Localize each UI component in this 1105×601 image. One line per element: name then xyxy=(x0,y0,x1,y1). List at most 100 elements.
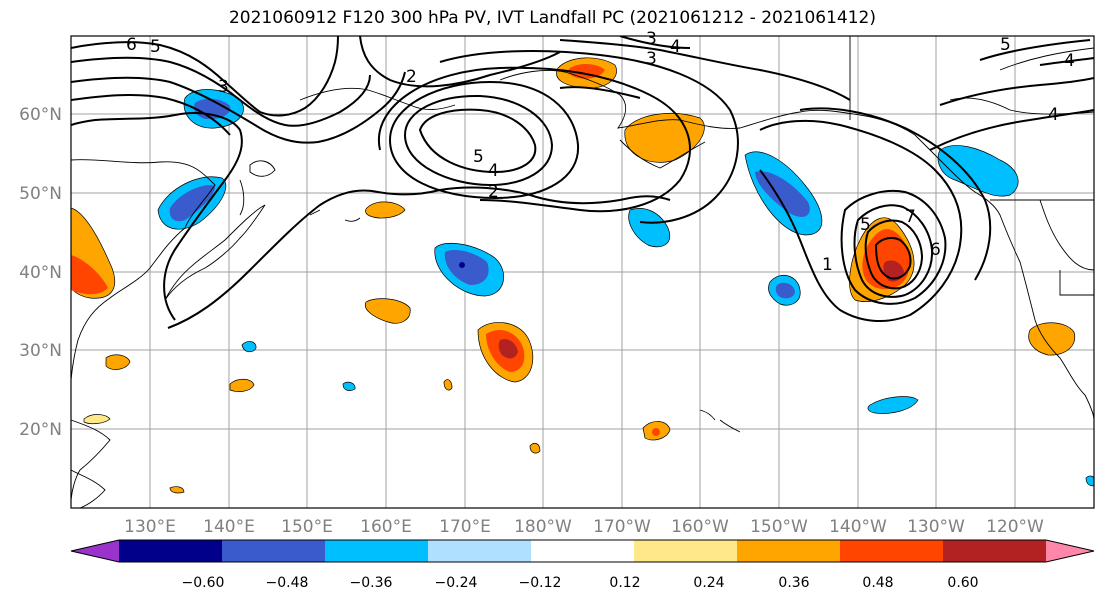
contour-central-3 xyxy=(388,80,580,200)
contour-label: 6 xyxy=(930,240,941,260)
colorbar-tick-label: −0.48 xyxy=(266,575,309,591)
latitude-labels: 60°N 50°N 40°N 30°N 20°N xyxy=(19,105,62,440)
lat-label: 60°N xyxy=(19,105,62,125)
contour-sakhalin-inner xyxy=(167,186,671,329)
colorbar-segment xyxy=(222,540,326,562)
contour-label: 5 xyxy=(473,147,484,167)
colorbar-tick-label: −0.36 xyxy=(350,575,393,591)
colorbar-tick-label: 0.60 xyxy=(947,575,978,591)
colorbar-tick-label: −0.60 xyxy=(182,575,225,591)
colorbar-segment xyxy=(737,540,841,562)
lat-label: 40°N xyxy=(19,263,62,283)
contour-label: 4 xyxy=(1064,51,1075,71)
colorbar-tick-label: 0.36 xyxy=(778,575,809,591)
colorbar-segment xyxy=(943,540,1047,562)
lon-label: 180°W xyxy=(514,517,572,537)
contour-label: 5 xyxy=(150,37,161,57)
colorbar-segment xyxy=(840,540,944,562)
map-frame xyxy=(70,35,1095,509)
contour-label: 2 xyxy=(488,182,499,202)
contour-top-2 xyxy=(359,36,561,88)
contour-label: 3 xyxy=(646,49,657,69)
colorbar-segment xyxy=(428,540,532,562)
contour-east-outer xyxy=(759,119,963,322)
lon-label: 130°W xyxy=(907,517,965,537)
contour-central-5 xyxy=(439,49,739,224)
anomaly-negative-small-3 xyxy=(867,396,919,414)
contour-top-left-3 xyxy=(71,71,406,144)
contour-ne-2 xyxy=(929,109,1094,151)
lat-label: 20°N xyxy=(19,420,62,440)
contour-labels: 6 5 3 2 4 5 4 2 3 4 3 5 4 7 6 5 1 xyxy=(126,29,1075,275)
anomaly-negative-gulf-south xyxy=(628,208,670,248)
colorbar-tick-label: −0.12 xyxy=(519,575,562,591)
contour-top-left-2 xyxy=(71,56,371,127)
anomaly-positive-small-7 xyxy=(529,442,541,454)
contour-pacific-2 xyxy=(559,86,641,99)
contour-label: 3 xyxy=(218,77,229,97)
colorbar-outline xyxy=(70,539,1095,563)
lon-label: 150°W xyxy=(750,517,808,537)
contour-ne-3 xyxy=(979,39,1091,61)
anomaly-positive-small-3 xyxy=(105,354,131,370)
map-title: 2021060912 F120 300 hPa PV, IVT Landfall… xyxy=(228,8,876,28)
anomaly-positive-china-core xyxy=(71,255,108,295)
anomaly-positive-small-1 xyxy=(365,201,406,219)
colorbar-tick-label: 0.24 xyxy=(693,575,724,591)
contour-label: 3 xyxy=(646,29,657,49)
anomaly-positive-small-2 xyxy=(364,298,411,324)
contour-central-4 xyxy=(377,66,691,213)
anomaly-negative-small-1 xyxy=(241,341,257,353)
contour-east-5 xyxy=(864,219,924,290)
lat-label: 30°N xyxy=(19,341,62,361)
colorbar-tick-label: −0.24 xyxy=(435,575,478,591)
lon-label: 150°E xyxy=(281,517,333,537)
lon-label: 160°E xyxy=(360,517,412,537)
contour-label: 6 xyxy=(126,35,137,55)
contour-east-4 xyxy=(853,204,934,298)
contour-nw-1 xyxy=(71,93,231,136)
colorbar-segment xyxy=(634,540,738,562)
contour-sakhalin xyxy=(71,112,243,321)
contour-east-6 xyxy=(874,236,912,280)
contour-top-left-1 xyxy=(71,36,339,117)
colorbar-tick-labels: −0.60 −0.48 −0.36 −0.24 −0.12 0.12 0.24 … xyxy=(182,575,979,591)
anomaly-negative-subtrop-core xyxy=(775,282,795,299)
anomaly-negative-sakhalin-core xyxy=(169,185,216,222)
colorbar-segment xyxy=(119,540,223,562)
lon-label: 170°W xyxy=(593,517,651,537)
colorbar-extend-high xyxy=(1046,540,1094,562)
anomaly-negative-small-2 xyxy=(342,381,356,391)
anomaly-positive-small-4 xyxy=(229,378,255,392)
contour-east-3 xyxy=(840,189,947,305)
colorbar-segment xyxy=(325,540,429,562)
anomaly-positive-small-9 xyxy=(83,414,111,425)
colorbar xyxy=(70,539,1095,563)
longitude-labels: 130°E 140°E 150°E 160°E 170°E 180°W 170°… xyxy=(124,517,1044,537)
contour-central-2 xyxy=(403,94,554,187)
lon-label: 140°W xyxy=(829,517,887,537)
colorbar-segment xyxy=(531,540,635,562)
contour-ne-1 xyxy=(939,77,1094,106)
pv-contours xyxy=(71,36,1094,329)
colorbar-extend-low xyxy=(71,540,119,562)
lon-label: 140°E xyxy=(203,517,255,537)
anomaly-negative-central-core xyxy=(444,250,489,285)
anomaly-negative-central-dot xyxy=(459,262,465,268)
contour-east-2 xyxy=(799,107,992,281)
colorbar-tick-label: 0.48 xyxy=(862,575,893,591)
anomaly-negative-pnw xyxy=(937,145,1019,197)
lon-label: 170°E xyxy=(439,517,491,537)
colorbar-tick-label: 0.12 xyxy=(609,575,640,591)
contour-label: 5 xyxy=(1000,35,1011,55)
contour-ne-4 xyxy=(1039,57,1094,66)
lon-label: 160°W xyxy=(671,517,729,537)
anomaly-positive-small-6-core xyxy=(652,428,660,436)
shaded-anomalies xyxy=(71,57,1094,494)
contour-label: 4 xyxy=(1048,105,1059,125)
anomaly-positive-small-5 xyxy=(443,379,453,391)
anomaly-positive-small-10 xyxy=(169,486,185,494)
anomaly-negative-small-4 xyxy=(1085,475,1094,487)
contour-label: 2 xyxy=(406,67,417,87)
